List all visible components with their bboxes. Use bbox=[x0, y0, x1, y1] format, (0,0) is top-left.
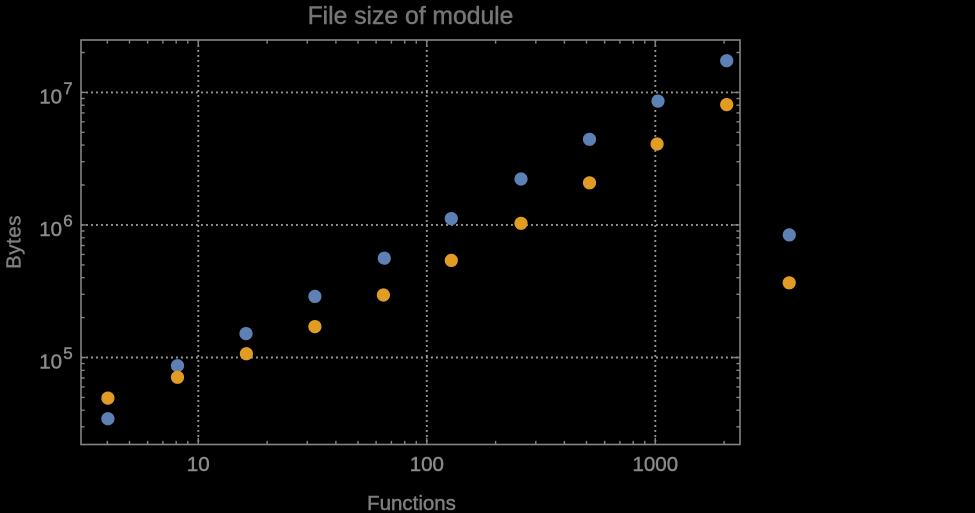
svg-text:100: 100 bbox=[410, 453, 444, 476]
svg-text:10: 10 bbox=[39, 86, 62, 109]
svg-text:5: 5 bbox=[63, 344, 72, 363]
svg-text:6: 6 bbox=[63, 212, 72, 231]
svg-text:File size of module: File size of module bbox=[308, 3, 514, 30]
svg-text:10: 10 bbox=[39, 351, 62, 374]
svg-text:7: 7 bbox=[63, 79, 72, 98]
svg-text:10: 10 bbox=[39, 218, 62, 241]
svg-text:10: 10 bbox=[187, 453, 210, 476]
svg-text:Bytes: Bytes bbox=[3, 215, 26, 269]
svg-text:1000: 1000 bbox=[632, 453, 678, 476]
svg-text:Functions: Functions bbox=[367, 492, 456, 513]
